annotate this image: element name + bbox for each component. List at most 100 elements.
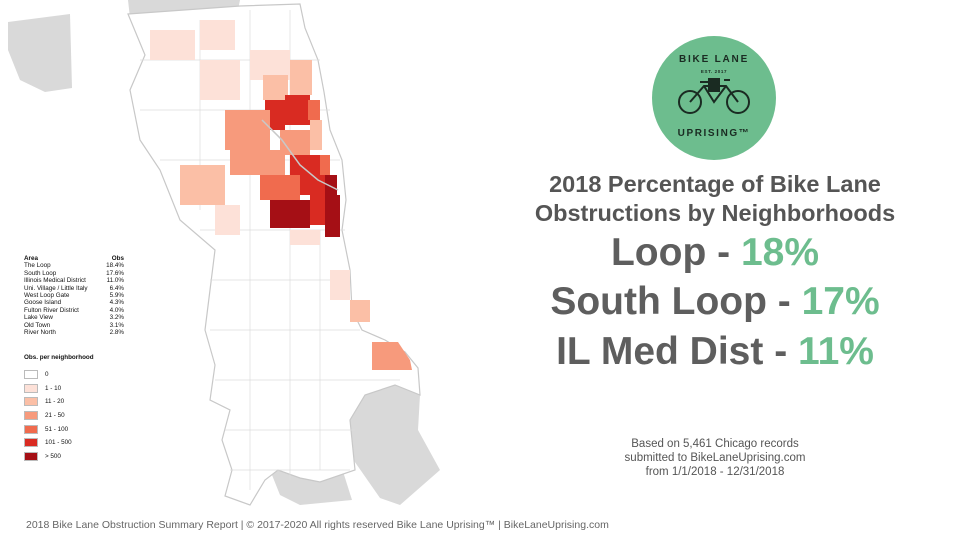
neighborhood — [290, 230, 320, 245]
area-row: Fulton River District 4.0% — [24, 307, 124, 314]
legend-swatch — [24, 383, 38, 393]
area-obs: 6.4% — [109, 284, 124, 292]
area-row: Illinois Medical District 11.0% — [24, 277, 124, 284]
legend-item: 0 — [24, 368, 94, 382]
area-name: Lake View — [24, 314, 53, 322]
neighborhood — [290, 60, 312, 95]
legend-swatch — [24, 411, 38, 421]
logo-top-text: BIKE LANE — [678, 54, 750, 65]
neighborhood — [200, 20, 235, 50]
area-header: Area — [24, 255, 39, 262]
legend-item: 11 - 20 — [24, 395, 94, 409]
stat-percent: 18% — [740, 231, 819, 274]
area-row: Goose Island 4.3% — [24, 299, 124, 306]
footer: 2018 Bike Lane Obstruction Summary Repor… — [26, 519, 609, 531]
stat-percent: 17% — [801, 280, 880, 323]
legend-label: 51 - 100 — [45, 425, 69, 433]
area-obs: 3.1% — [109, 321, 124, 329]
area-name: Uni. Village / Little Italy — [24, 284, 88, 292]
area-obs: 4.3% — [109, 299, 124, 307]
area-row: River North 2.8% — [24, 329, 124, 336]
neighborhood — [263, 75, 288, 100]
neighborhood — [300, 175, 325, 195]
bike-icon — [678, 78, 750, 114]
neighborhood — [310, 195, 325, 225]
stat-south-loop: South Loop - 17% — [500, 280, 930, 324]
neighborhood — [270, 200, 310, 228]
bike-lane-uprising-logo: BIKE LANE EST. 2017 UPRISING™ — [652, 36, 776, 160]
area-obs: 17.6% — [106, 269, 124, 277]
logo-bottom-text: UPRISING™ — [677, 128, 751, 139]
area-row: The Loop 18.4% — [24, 262, 124, 269]
legend-swatch — [24, 397, 38, 407]
neighborhood — [180, 165, 225, 205]
area-obs: 3.2% — [109, 314, 124, 322]
choropleth-map: Area Obs The Loop 18.4% South Loop 17.6% I… — [0, 0, 470, 510]
legend-item: > 500 — [24, 450, 94, 464]
area-table-header: Area Obs — [24, 255, 124, 262]
area-table: Area Obs The Loop 18.4% South Loop 17.6% I… — [24, 255, 124, 336]
map-canvas — [8, 0, 440, 506]
legend-label: 101 - 500 — [45, 439, 72, 447]
area-name: Illinois Medical District — [24, 277, 86, 285]
stat-il-med-dist: IL Med Dist - 11% — [500, 330, 930, 374]
area-name: Fulton River District — [24, 306, 79, 314]
legend-swatch — [24, 451, 38, 461]
note-line-1: Based on 5,461 Chicago records — [631, 438, 799, 450]
area-obs: 11.0% — [106, 277, 124, 285]
neighborhood — [150, 30, 195, 60]
legend-label: 21 - 50 — [45, 412, 65, 420]
area-name: Goose Island — [24, 299, 62, 307]
neighborhood — [200, 60, 240, 100]
legend-swatch — [24, 424, 38, 434]
title-line-1: 2018 Percentage of Bike Lane — [549, 171, 881, 197]
shaded-neighborhoods — [150, 20, 412, 370]
neighborhood — [260, 175, 300, 200]
note-line-2: submitted to BikeLaneUprising.com — [624, 452, 806, 464]
area-obs: 5.9% — [109, 292, 124, 300]
title-line-2: Obstructions by Neighborhoods — [534, 200, 896, 226]
outside-area-north — [128, 0, 240, 18]
area-row: West Loop Gate 5.9% — [24, 292, 124, 299]
neighborhood — [325, 195, 340, 237]
legend-swatch — [24, 438, 38, 448]
neighborhood — [215, 205, 240, 235]
note-line-3: from 1/1/2018 - 12/31/2018 — [645, 466, 785, 478]
area-obs: 18.4% — [106, 262, 124, 270]
legend-item: 51 - 100 — [24, 422, 94, 436]
neighborhood — [320, 155, 330, 175]
map-legend: Obs. per neighborhood 0 1 - 10 11 - 20 2… — [24, 354, 94, 463]
stat-name: IL Med Dist - — [556, 330, 799, 373]
stat-name: South Loop - — [550, 280, 802, 323]
area-row: Uni. Village / Little Italy 6.4% — [24, 285, 124, 292]
stat-loop: Loop - 18% — [500, 231, 930, 275]
neighborhood — [350, 300, 370, 322]
area-name: River North — [24, 329, 56, 337]
neighborhood — [225, 110, 270, 150]
area-name: South Loop — [24, 269, 57, 277]
area-row: South Loop 17.6% — [24, 270, 124, 277]
legend-item: 21 - 50 — [24, 409, 94, 423]
legend-item: 101 - 500 — [24, 436, 94, 450]
neighborhood — [230, 150, 285, 175]
legend-label: 1 - 10 — [45, 384, 62, 392]
neighborhood — [285, 95, 310, 125]
area-obs: 4.0% — [109, 306, 124, 314]
obs-header: Obs — [111, 255, 124, 262]
area-row: Old Town 3.1% — [24, 322, 124, 329]
neighborhood — [372, 342, 412, 370]
legend-label: 0 — [45, 371, 49, 379]
legend-item: 1 - 10 — [24, 382, 94, 396]
neighborhood — [330, 270, 350, 300]
legend-swatch — [24, 370, 38, 380]
stat-name: Loop - — [610, 231, 741, 274]
logo-est-text: EST. 2017 — [700, 69, 728, 74]
neighborhood — [310, 120, 322, 150]
area-name: West Loop Gate — [24, 292, 70, 300]
legend-label: > 500 — [45, 452, 61, 460]
neighborhood — [325, 175, 337, 195]
outside-area-northwest — [8, 14, 72, 92]
neighborhood — [290, 155, 320, 175]
neighborhood — [308, 100, 320, 120]
stat-percent: 11% — [798, 330, 874, 373]
